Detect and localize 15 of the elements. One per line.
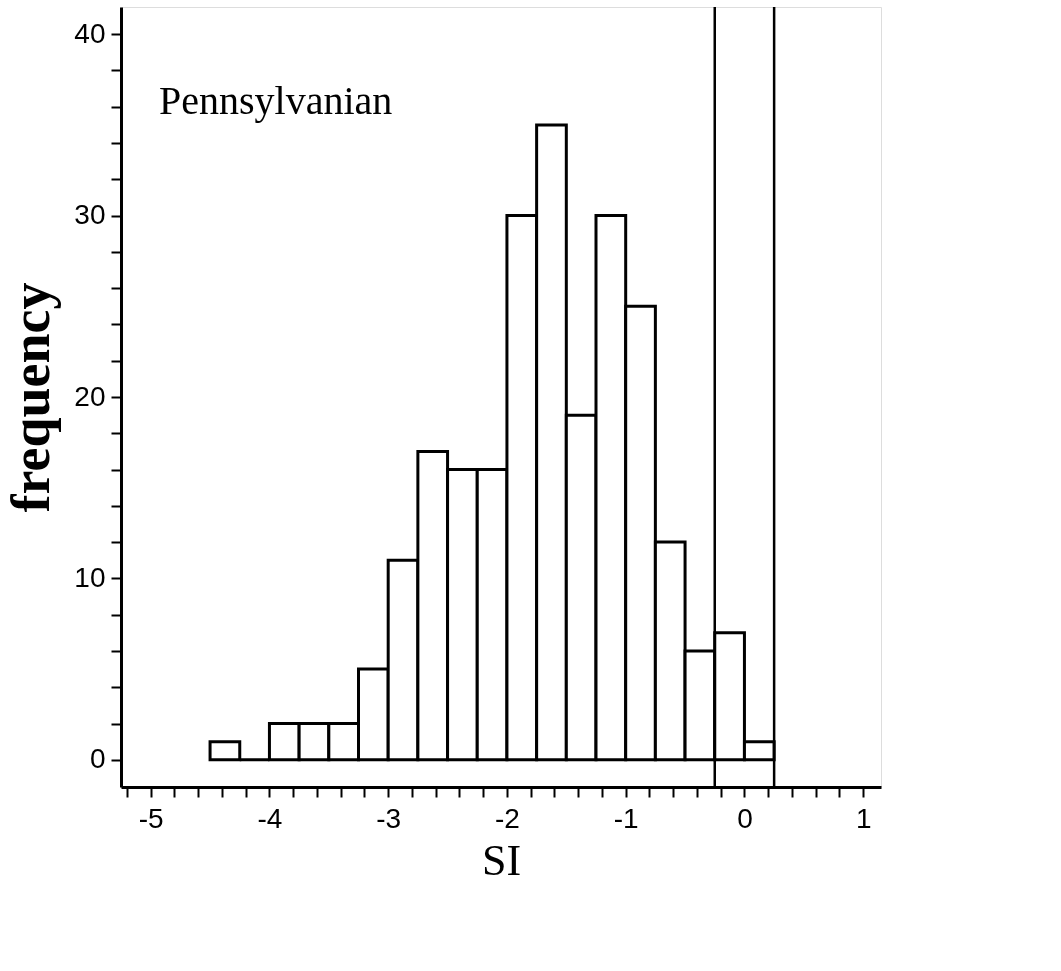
x-tick-label: -3 <box>376 802 402 834</box>
x-tick-label: -1 <box>613 802 639 834</box>
y-tick-label: 10 <box>74 561 106 593</box>
x-axis-title: SI <box>481 835 522 885</box>
x-tick-label: 0 <box>737 802 753 834</box>
y-tick-label: 30 <box>74 199 106 231</box>
x-tick-label: 1 <box>855 802 872 834</box>
x-tick-label: -4 <box>257 802 283 834</box>
y-axis-title: frequency <box>1 282 62 513</box>
y-tick-label: 40 <box>74 17 106 49</box>
x-tick-label: -5 <box>138 802 164 834</box>
annotation: Pennsylvanian <box>159 78 393 123</box>
x-tick-label: -2 <box>494 802 520 834</box>
y-tick-label: 20 <box>74 380 106 412</box>
y-tick-label: 0 <box>89 743 106 775</box>
